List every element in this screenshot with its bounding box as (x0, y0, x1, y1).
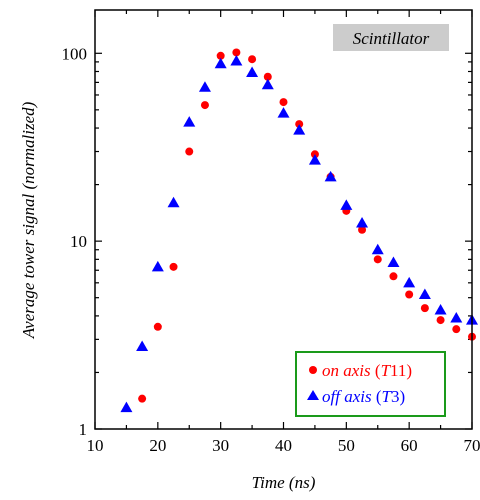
legend-marker-on-axis (309, 366, 317, 374)
annotation-box: Scintillator (333, 24, 449, 51)
legend-on-axis-num: 11 (390, 361, 406, 380)
annotation-background (333, 24, 449, 51)
off-axis-point (387, 256, 400, 267)
on-axis-point (153, 322, 162, 331)
off-axis-point (308, 154, 321, 165)
on-axis-point (373, 255, 382, 264)
off-axis-point (371, 243, 384, 255)
legend-off-axis-close: ) (399, 387, 405, 406)
x-tick-label: 20 (149, 436, 166, 455)
on-axis-point (295, 120, 304, 129)
legend-label-off-axis: off axis (T3) (322, 387, 405, 406)
x-tick-label: 40 (275, 436, 292, 455)
on-axis-point (436, 316, 445, 325)
legend-off-axis-open: ( (372, 387, 382, 406)
off-axis-point (261, 78, 274, 90)
off-axis-point (450, 311, 463, 323)
on-axis-point (263, 72, 272, 81)
on-axis-point (405, 290, 414, 299)
on-axis-point (169, 262, 178, 271)
on-axis-point (389, 272, 398, 281)
off-axis-point (167, 196, 180, 208)
data-marks (120, 48, 478, 413)
on-axis-point (358, 225, 367, 234)
legend-marker-off-axis (307, 390, 319, 400)
off-axis-point (293, 124, 306, 135)
legend-label-on-axis: on axis (T11) (322, 361, 412, 380)
off-axis-point (403, 276, 416, 288)
x-tick-label: 10 (87, 436, 104, 455)
off-axis-point (151, 260, 164, 272)
legend-on-axis-main: on axis (322, 361, 371, 380)
x-tick-label: 70 (464, 436, 480, 455)
on-axis-point (185, 147, 194, 156)
x-tick-label: 30 (212, 436, 229, 455)
on-axis-point (452, 325, 461, 334)
on-axis-point (232, 48, 241, 57)
off-axis-point (183, 116, 196, 127)
x-tick-label: 60 (401, 436, 418, 455)
y-tick-label: 10 (70, 232, 87, 251)
off-axis-point (246, 66, 259, 78)
off-axis-point (418, 288, 431, 299)
on-axis-point (420, 304, 429, 313)
on-axis-point (200, 101, 209, 110)
y-tick-label: 100 (62, 44, 88, 63)
on-axis-point (138, 394, 147, 403)
on-axis-point (216, 51, 225, 60)
on-axis-point (248, 55, 257, 64)
off-axis-point (277, 107, 290, 118)
on-axis-point (279, 98, 288, 107)
legend: on axis (T11) off axis (T3) (295, 351, 446, 417)
legend-on-axis-sym: T (381, 361, 392, 380)
plot-frame (94, 9, 473, 430)
off-axis-point (136, 340, 149, 351)
legend-off-axis-num: 3 (391, 387, 400, 406)
off-axis-point (120, 401, 133, 413)
annotation-label: Scintillator (353, 29, 430, 48)
off-axis-point (214, 57, 227, 69)
legend-off-axis-main: off axis (322, 387, 372, 406)
y-axis-title: Average tower signal (normalized) (19, 101, 38, 339)
legend-on-axis-close: ) (406, 361, 412, 380)
off-axis-point (434, 304, 447, 315)
y-tick-label: 1 (79, 420, 88, 439)
off-axis-point (230, 54, 243, 66)
x-tick-label: 50 (338, 436, 355, 455)
x-axis-title: Time (ns) (252, 473, 316, 492)
legend-off-axis-sym: T (382, 387, 393, 406)
off-axis-point (340, 199, 353, 210)
off-axis-point (198, 81, 211, 92)
off-axis-point (356, 216, 369, 228)
off-axis-point (324, 170, 337, 182)
legend-frame (295, 351, 446, 417)
legend-on-axis-open: ( (371, 361, 381, 380)
